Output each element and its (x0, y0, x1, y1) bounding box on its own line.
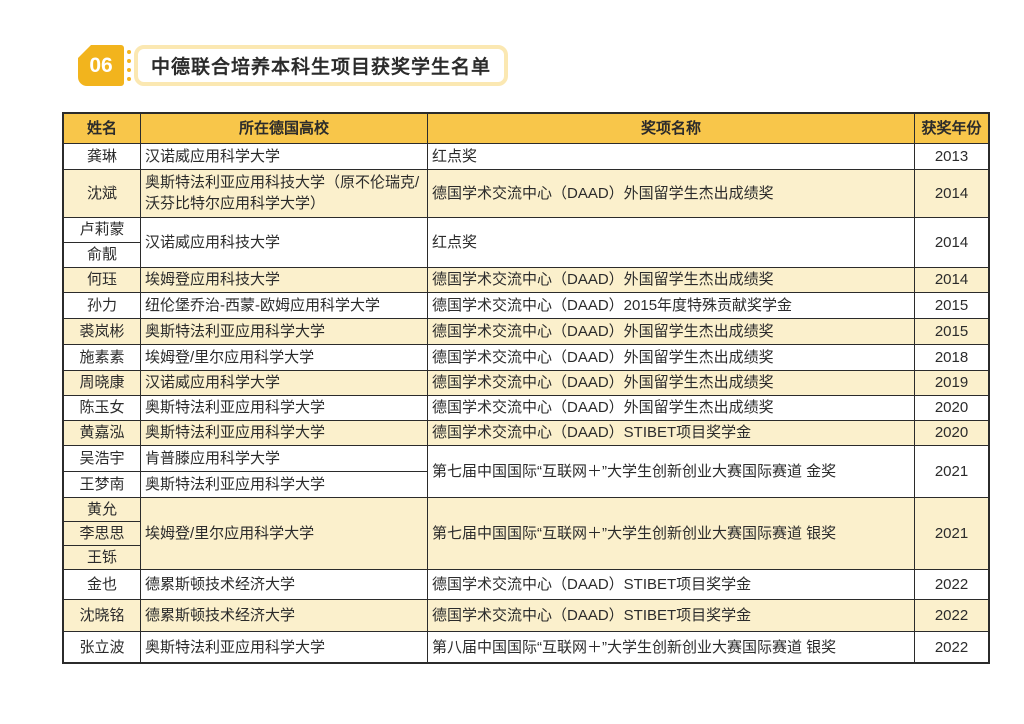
table-row: 俞靓 (62, 241, 989, 268)
year-cell: 2019 (914, 369, 990, 396)
year-cell: 2021 (914, 496, 990, 571)
award-cell: 德国学术交流中心（DAAD）外国留学生杰出成绩奖 (427, 343, 915, 371)
student-name-cell: 俞靓 (62, 241, 141, 268)
student-name-cell: 孙力 (62, 291, 141, 319)
student-name-cell: 吴浩宇 (62, 444, 141, 472)
col-header-award: 奖项名称 (427, 112, 915, 144)
university-cell: 奥斯特法利亚应用科学大学 (140, 394, 428, 421)
table-row: 金也 德累斯顿技术经济大学 德国学术交流中心（DAAD）STIBET项目奖学金 202… (62, 569, 990, 601)
year-cell: 2014 (914, 266, 990, 293)
student-name-cell: 沈晓铭 (62, 599, 141, 633)
title-box: 中德联合培养本科生项目获奖学生名单 (134, 45, 509, 86)
award-cell: 德国学术交流中心（DAAD）外国留学生杰出成绩奖 (427, 369, 915, 396)
table-row: 卢莉蒙 汉诺威应用科技大学 红点奖 2014 (62, 216, 990, 268)
university-cell: 奥斯特法利亚应用科学大学 (140, 631, 428, 664)
table-row: 周晓康 汉诺威应用科学大学 德国学术交流中心（DAAD）外国留学生杰出成绩奖 2019 (62, 369, 990, 396)
table-row: 施素素 埃姆登/里尔应用科学大学 德国学术交流中心（DAAD）外国留学生杰出成绩奖 2… (62, 343, 990, 371)
table-row: 黄嘉泓 奥斯特法利亚应用科学大学 德国学术交流中心（DAAD）STIBET项目奖学金… (62, 419, 990, 446)
table-row: 沈斌 奥斯特法利亚应用科技大学（原不伦瑞克/沃芬比特尔应用科学大学） 德国学术交流中… (62, 168, 990, 218)
col-header-university: 所在德国高校 (140, 112, 428, 144)
award-cell: 德国学术交流中心（DAAD）2015年度特殊贡献奖学金 (427, 291, 915, 319)
award-cell: 第七届中国国际“互联网＋”大学生创新创业大赛国际赛道 金奖 (427, 444, 915, 498)
table-row: 王铄 (62, 545, 989, 571)
table-head: 姓名 所在德国高校 奖项名称 获奖年份 (62, 112, 990, 144)
student-name-cell: 黄嘉泓 (62, 419, 141, 446)
student-name-cell: 陈玉女 (62, 394, 141, 421)
student-name-cell: 金也 (62, 569, 141, 601)
award-cell: 第八届中国国际“互联网＋”大学生创新创业大赛国际赛道 银奖 (427, 631, 915, 664)
university-cell: 埃姆登/里尔应用科学大学 (140, 343, 428, 371)
university-cell: 纽伦堡乔治-西蒙-欧姆应用科学大学 (140, 291, 428, 319)
university-cell: 奥斯特法利亚应用科学大学 (140, 317, 428, 345)
university-cell: 埃姆登/里尔应用科学大学 (140, 496, 428, 571)
student-name-cell: 王铄 (62, 545, 141, 571)
university-cell: 肯普滕应用科学大学 (140, 444, 428, 472)
student-name-cell: 李思思 (62, 520, 141, 547)
section-header: 06 中德联合培养本科生项目获奖学生名单 (78, 45, 509, 86)
year-cell: 2014 (914, 168, 990, 218)
award-cell: 德国学术交流中心（DAAD）外国留学生杰出成绩奖 (427, 317, 915, 345)
table-row: 陈玉女 奥斯特法利亚应用科学大学 德国学术交流中心（DAAD）外国留学生杰出成绩奖 2… (62, 394, 990, 421)
student-name-cell: 施素素 (62, 343, 141, 371)
table-row: 裘岚彬 奥斯特法利亚应用科学大学 德国学术交流中心（DAAD）外国留学生杰出成绩奖 2… (62, 317, 990, 345)
university-cell: 奥斯特法利亚应用科学大学 (140, 470, 428, 498)
award-cell: 德国学术交流中心（DAAD）外国留学生杰出成绩奖 (427, 266, 915, 293)
section-number-badge: 06 (78, 45, 124, 86)
table-row: 李思思 (62, 520, 989, 547)
university-cell: 奥斯特法利亚应用科技大学（原不伦瑞克/沃芬比特尔应用科学大学） (140, 168, 428, 218)
year-cell: 2015 (914, 291, 990, 319)
page-title: 中德联合培养本科生项目获奖学生名单 (151, 57, 492, 78)
perforation-dots-icon (124, 45, 134, 86)
award-cell: 德国学术交流中心（DAAD）外国留学生杰出成绩奖 (427, 168, 915, 218)
col-header-name: 姓名 (62, 112, 141, 144)
year-cell: 2022 (914, 569, 990, 601)
award-cell: 德国学术交流中心（DAAD）STIBET项目奖学金 (427, 569, 915, 601)
award-cell: 第七届中国国际“互联网＋”大学生创新创业大赛国际赛道 银奖 (427, 496, 915, 571)
section-number: 06 (89, 53, 113, 77)
university-cell: 德累斯顿技术经济大学 (140, 569, 428, 601)
year-cell: 2015 (914, 317, 990, 345)
table-row: 吴浩宇 肯普滕应用科学大学 第七届中国国际“互联网＋”大学生创新创业大赛国际赛道 金… (62, 444, 990, 498)
table-row: 王梦南 奥斯特法利亚应用科学大学 (62, 470, 989, 498)
table-row: 何珏 埃姆登应用科技大学 德国学术交流中心（DAAD）外国留学生杰出成绩奖 2014 (62, 266, 990, 293)
col-header-year: 获奖年份 (914, 112, 990, 144)
table-row: 张立波 奥斯特法利亚应用科学大学 第八届中国国际“互联网＋”大学生创新创业大赛国际赛… (62, 631, 990, 664)
student-name-cell: 沈斌 (62, 168, 141, 218)
year-cell: 2021 (914, 444, 990, 498)
university-cell: 奥斯特法利亚应用科学大学 (140, 419, 428, 446)
table-row: 龚琳 汉诺威应用科学大学 红点奖 2013 (62, 142, 990, 170)
student-name-cell: 黄允 (62, 496, 141, 522)
table-body: 龚琳 汉诺威应用科学大学 红点奖 2013 沈斌 奥斯特法利亚应用科技大学（原不伦瑞克/沃… (62, 142, 990, 664)
student-name-cell: 卢莉蒙 (62, 216, 141, 243)
year-cell: 2022 (914, 631, 990, 664)
student-name-cell: 龚琳 (62, 142, 141, 170)
year-cell: 2014 (914, 216, 990, 268)
year-cell: 2013 (914, 142, 990, 170)
award-cell: 红点奖 (427, 216, 915, 268)
award-cell: 德国学术交流中心（DAAD）外国留学生杰出成绩奖 (427, 394, 915, 421)
university-cell: 埃姆登应用科技大学 (140, 266, 428, 293)
student-name-cell: 裘岚彬 (62, 317, 141, 345)
university-cell: 汉诺威应用科技大学 (140, 216, 428, 268)
table-row: 孙力 纽伦堡乔治-西蒙-欧姆应用科学大学 德国学术交流中心（DAAD）2015年度特… (62, 291, 990, 319)
year-cell: 2020 (914, 394, 990, 421)
year-cell: 2022 (914, 599, 990, 633)
student-name-cell: 周晓康 (62, 369, 141, 396)
university-cell: 汉诺威应用科学大学 (140, 369, 428, 396)
year-cell: 2018 (914, 343, 990, 371)
award-cell: 红点奖 (427, 142, 915, 170)
table-row: 黄允 埃姆登/里尔应用科学大学 第七届中国国际“互联网＋”大学生创新创业大赛国际赛道… (62, 496, 990, 571)
table-header-row: 姓名 所在德国高校 奖项名称 获奖年份 (62, 112, 990, 144)
university-cell: 汉诺威应用科学大学 (140, 142, 428, 170)
university-cell: 德累斯顿技术经济大学 (140, 599, 428, 633)
awards-table: 姓名 所在德国高校 奖项名称 获奖年份 龚琳 汉诺威应用科学大学 红点奖 2013 沈斌… (62, 112, 990, 664)
award-cell: 德国学术交流中心（DAAD）STIBET项目奖学金 (427, 419, 915, 446)
student-name-cell: 张立波 (62, 631, 141, 664)
student-name-cell: 何珏 (62, 266, 141, 293)
table-row: 沈晓铭 德累斯顿技术经济大学 德国学术交流中心（DAAD）STIBET项目奖学金 20… (62, 599, 990, 633)
year-cell: 2020 (914, 419, 990, 446)
award-cell: 德国学术交流中心（DAAD）STIBET项目奖学金 (427, 599, 915, 633)
student-name-cell: 王梦南 (62, 470, 141, 498)
